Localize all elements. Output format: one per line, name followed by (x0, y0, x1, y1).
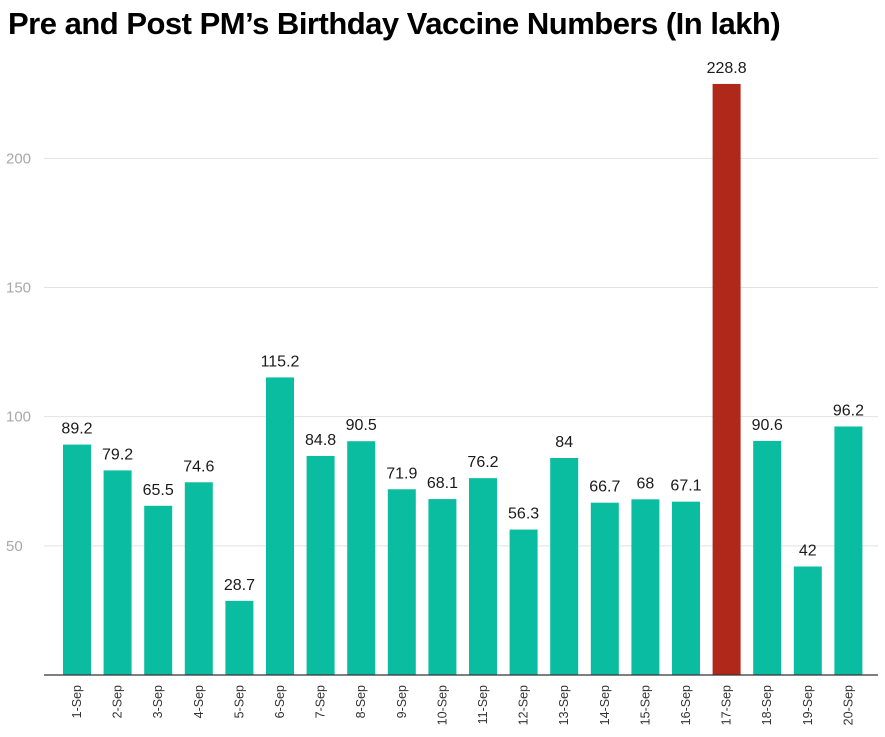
x-tick-label: 7-Sep (314, 685, 328, 718)
x-tick-label: 1-Sep (70, 685, 84, 718)
bar-20-Sep (834, 426, 863, 675)
bar-9-Sep (387, 489, 416, 675)
bar-10-Sep (428, 499, 457, 675)
bar-4-Sep (184, 482, 213, 675)
data-label: 90.5 (346, 417, 377, 434)
x-tick-label: 15-Sep (638, 685, 652, 725)
x-tick-label: 12-Sep (517, 685, 531, 725)
data-label: 42 (799, 543, 817, 560)
chart-title: Pre and Post PM’s Birthday Vaccine Numbe… (8, 6, 781, 41)
data-label: 90.6 (752, 417, 783, 434)
x-tick-label: 3-Sep (151, 685, 165, 718)
y-tick-label: 200 (6, 150, 31, 167)
bar-7-Sep (306, 455, 335, 675)
x-tick-label: 19-Sep (801, 685, 815, 725)
data-label: 115.2 (261, 353, 300, 370)
x-tick-label: 9-Sep (395, 685, 409, 718)
bar-2-Sep (103, 470, 132, 675)
bar-13-Sep (550, 458, 579, 675)
x-tick-label: 20-Sep (841, 685, 855, 725)
x-tick-label: 6-Sep (273, 685, 287, 718)
bar-17-Sep (712, 83, 741, 675)
data-label: 79.2 (102, 446, 133, 463)
data-label: 228.8 (707, 60, 747, 77)
x-tick-label: 2-Sep (111, 685, 125, 718)
bar-8-Sep (347, 441, 376, 675)
data-label: 65.5 (143, 482, 174, 499)
data-label: 68 (637, 475, 655, 492)
x-tick-label: 13-Sep (557, 685, 571, 725)
x-tick-label: 14-Sep (598, 685, 612, 725)
data-label: 67.1 (670, 478, 701, 495)
data-label: 68.1 (427, 475, 458, 492)
x-tick-label: 16-Sep (679, 685, 693, 725)
data-label: 56.3 (508, 506, 539, 523)
data-labels: 89.2 79.2 65.5 74.6 28.7 115.2 84.8 90.5 71.9 68.… (61, 60, 864, 594)
data-label: 96.2 (833, 402, 864, 419)
data-label: 28.7 (224, 577, 255, 594)
data-label: 66.7 (589, 479, 620, 496)
x-tick-label: 11-Sep (476, 685, 490, 724)
bar-6-Sep (266, 377, 294, 675)
data-label: 74.6 (183, 458, 214, 475)
x-tick-label: 18-Sep (760, 685, 774, 725)
x-tick-label: 17-Sep (720, 685, 734, 725)
y-tick-label: 50 (6, 538, 23, 555)
x-tick-label: 10-Sep (435, 685, 449, 725)
y-axis-ticks: 50 100 150 200 (6, 150, 31, 554)
bars (63, 83, 863, 675)
bar-11-Sep (469, 478, 497, 675)
bar-18-Sep (753, 440, 782, 675)
data-label: 76.2 (467, 454, 498, 471)
x-tick-label: 4-Sep (192, 685, 206, 718)
bar-12-Sep (509, 529, 538, 675)
bar-16-Sep (672, 501, 700, 675)
bar-3-Sep (144, 505, 173, 675)
x-tick-label: 5-Sep (232, 685, 246, 718)
y-tick-label: 150 (6, 280, 31, 297)
bar-1-Sep (63, 444, 91, 675)
bar-19-Sep (793, 566, 822, 675)
data-label: 84 (555, 434, 573, 451)
bar-14-Sep (590, 502, 619, 675)
data-label: 89.2 (61, 421, 92, 438)
data-label: 71.9 (386, 465, 417, 482)
bar-5-Sep (225, 600, 254, 675)
bar-15-Sep (631, 499, 660, 675)
x-tick-label: 8-Sep (354, 685, 368, 718)
y-tick-label: 100 (6, 409, 31, 426)
data-label: 84.8 (305, 432, 336, 449)
x-axis-ticks: 1-Sep 2-Sep 3-Sep 4-Sep 5-Sep 6-Sep 7-Sep 8-Sep… (70, 685, 855, 725)
